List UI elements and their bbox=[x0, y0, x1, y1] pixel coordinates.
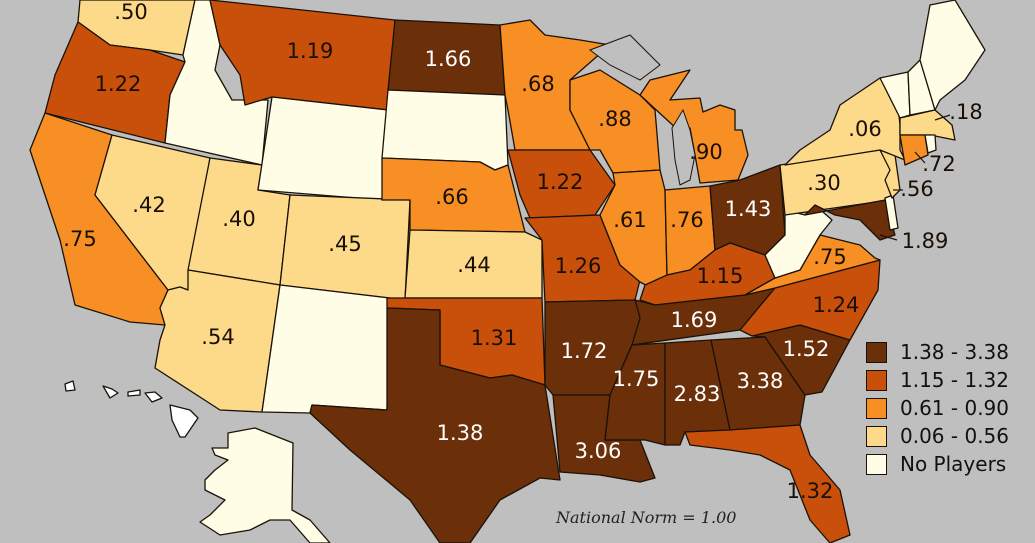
legend-swatch bbox=[866, 425, 887, 447]
legend-swatch bbox=[866, 397, 887, 419]
label-or: 1.22 bbox=[95, 72, 142, 96]
legend: 1.38 - 3.38 1.15 - 1.32 0.61 - 0.90 0.06… bbox=[866, 338, 1009, 478]
label-mn: .68 bbox=[521, 72, 554, 96]
lake-michigan bbox=[671, 108, 696, 186]
state-florida bbox=[684, 424, 851, 543]
label-wa: .50 bbox=[114, 0, 147, 24]
label-nj: .56 bbox=[900, 177, 933, 201]
legend-item: 1.38 - 3.38 bbox=[866, 338, 1009, 366]
state-connecticut bbox=[899, 134, 929, 166]
label-mt: 1.19 bbox=[287, 39, 334, 63]
legend-item: 0.06 - 0.56 bbox=[866, 422, 1009, 450]
label-oh: 1.43 bbox=[725, 197, 772, 221]
label-al: 2.83 bbox=[674, 382, 721, 406]
label-il: .61 bbox=[613, 208, 646, 232]
legend-swatch bbox=[866, 453, 887, 475]
state-north-carolina bbox=[739, 259, 881, 341]
label-ms: 1.75 bbox=[613, 367, 660, 391]
label-mi: .90 bbox=[689, 140, 722, 164]
label-ne: .66 bbox=[435, 185, 468, 209]
label-fl: 1.32 bbox=[787, 479, 834, 503]
label-ct: .72 bbox=[922, 152, 955, 176]
state-new-mexico bbox=[261, 284, 391, 414]
label-ar: 1.72 bbox=[561, 339, 608, 363]
label-md: 1.89 bbox=[902, 229, 949, 253]
state-texas bbox=[309, 307, 561, 543]
legend-item: No Players bbox=[866, 450, 1009, 478]
label-ga: 3.38 bbox=[737, 369, 784, 393]
label-tx: 1.38 bbox=[437, 421, 484, 445]
label-ky: 1.15 bbox=[697, 264, 744, 288]
label-co: .45 bbox=[328, 232, 361, 256]
legend-label: 1.15 - 1.32 bbox=[900, 368, 1009, 392]
state-west-virginia bbox=[764, 204, 833, 279]
label-ia: 1.22 bbox=[537, 170, 584, 194]
label-la: 3.06 bbox=[575, 439, 622, 463]
legend-item: 1.15 - 1.32 bbox=[866, 366, 1009, 394]
legend-swatch bbox=[866, 341, 887, 363]
state-wyoming bbox=[257, 96, 389, 201]
label-pa: .30 bbox=[807, 171, 840, 195]
legend-label: 0.06 - 0.56 bbox=[900, 424, 1009, 448]
legend-label: 0.61 - 0.90 bbox=[900, 396, 1009, 420]
label-ca: .75 bbox=[63, 227, 96, 251]
legend-label: 1.38 - 3.38 bbox=[900, 340, 1009, 364]
state-rhode-island bbox=[924, 134, 937, 154]
state-maine bbox=[919, 0, 986, 111]
hawaii bbox=[64, 380, 199, 438]
label-sc: 1.52 bbox=[783, 337, 830, 361]
label-az: .54 bbox=[201, 325, 234, 349]
national-norm-note: National Norm = 1.00 bbox=[556, 508, 737, 527]
label-tn: 1.69 bbox=[671, 308, 718, 332]
state-georgia bbox=[710, 336, 806, 431]
state-kansas bbox=[404, 229, 543, 299]
lake-superior bbox=[588, 34, 661, 81]
label-ok: 1.31 bbox=[471, 326, 518, 350]
label-in: .76 bbox=[670, 208, 703, 232]
state-delaware bbox=[884, 194, 899, 231]
label-ma: .18 bbox=[949, 100, 982, 124]
label-mo: 1.26 bbox=[555, 254, 602, 278]
label-wi: .88 bbox=[598, 107, 631, 131]
legend-item: 0.61 - 0.90 bbox=[866, 394, 1009, 422]
label-nc: 1.24 bbox=[813, 293, 860, 317]
state-south-dakota bbox=[381, 89, 509, 171]
legend-label: No Players bbox=[900, 452, 1007, 476]
label-nv: .42 bbox=[132, 193, 165, 217]
label-ks: .44 bbox=[457, 253, 490, 277]
label-ut: .40 bbox=[222, 207, 255, 231]
label-nd: 1.66 bbox=[425, 47, 472, 71]
state-alaska bbox=[199, 427, 331, 543]
legend-swatch bbox=[866, 369, 887, 391]
label-va: .75 bbox=[813, 245, 846, 269]
label-ny: .06 bbox=[848, 117, 881, 141]
